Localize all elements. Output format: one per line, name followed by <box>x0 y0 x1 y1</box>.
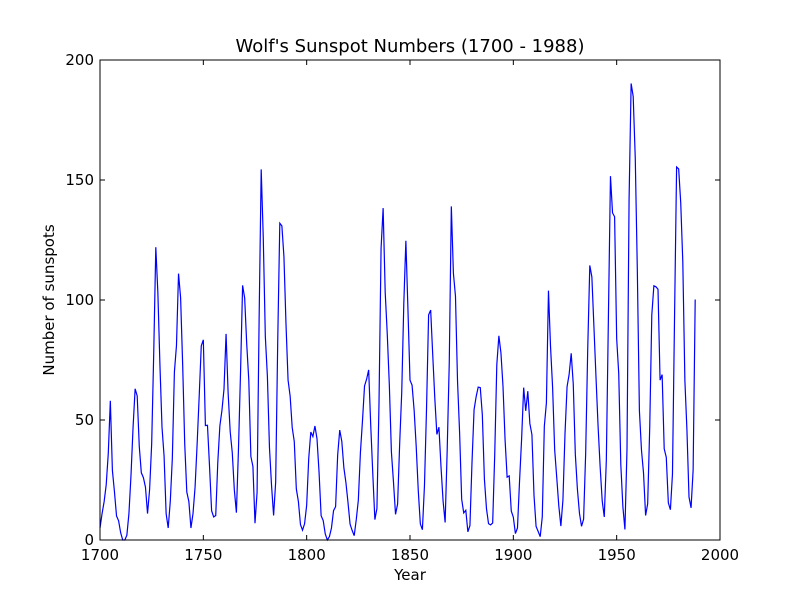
x-tick-label: 1750 <box>184 546 222 564</box>
y-axis-ticks: 0 50 100 150 200 <box>65 51 720 549</box>
x-tick-label: 1800 <box>288 546 326 564</box>
y-tick-label: 150 <box>65 171 94 189</box>
y-tick-label: 0 <box>84 531 94 549</box>
y-tick-label: 50 <box>75 411 94 429</box>
y-tick-label: 200 <box>65 51 94 69</box>
x-tick-label: 1850 <box>391 546 429 564</box>
x-axis-label: Year <box>393 566 427 584</box>
y-tick-label: 100 <box>65 291 94 309</box>
x-axis-ticks: 1700 1750 1800 1850 1900 1950 2000 <box>81 60 739 564</box>
x-tick-label: 1900 <box>494 546 532 564</box>
chart-title: Wolf's Sunspot Numbers (1700 - 1988) <box>236 36 585 57</box>
y-axis-label: Number of sunspots <box>40 224 58 375</box>
series-line <box>99 83 696 542</box>
x-tick-label: 2000 <box>701 546 739 564</box>
x-tick-label: 1700 <box>81 546 119 564</box>
x-tick-label: 1950 <box>598 546 636 564</box>
